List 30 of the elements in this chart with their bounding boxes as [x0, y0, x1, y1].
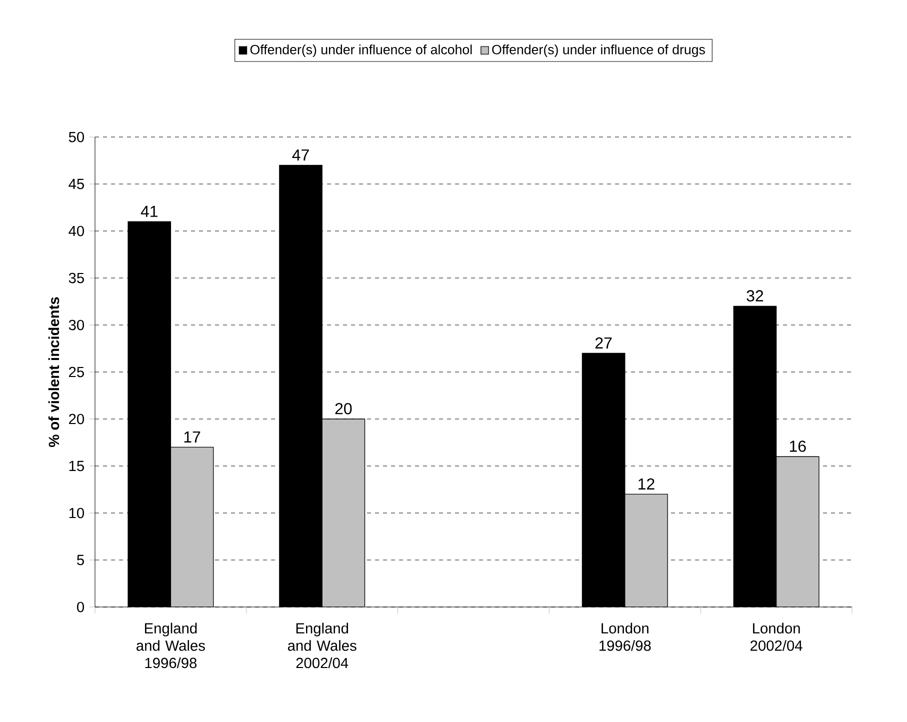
y-tick-label: 0 — [77, 602, 84, 612]
y-tick-label: 40 — [68, 226, 84, 236]
data-label: 41 — [140, 206, 158, 217]
data-label: 20 — [335, 402, 352, 414]
x-tick-label: England and Wales 2002/04 — [288, 622, 356, 668]
y-tick-label: 20 — [69, 414, 84, 424]
legend-label: Offender(s) under influence of drugs — [492, 44, 705, 57]
y-axis-title: % of violent incidents — [48, 297, 60, 448]
data-label: 32 — [746, 290, 764, 302]
y-tick-label: 35 — [68, 272, 84, 284]
data-label: 27 — [595, 337, 612, 348]
y-tick-label: 25 — [69, 366, 84, 378]
data-label: 47 — [292, 149, 309, 160]
x-tick-label: London 2002/04 — [750, 622, 802, 651]
y-tick-label: 5 — [77, 554, 84, 566]
y-tick-label: 50 — [68, 132, 84, 142]
bar — [624, 494, 668, 607]
bar — [322, 418, 366, 607]
y-tick-label: 45 — [68, 178, 84, 190]
y-tick-label: 10 — [69, 508, 84, 518]
y-tick-label: 30 — [68, 320, 84, 330]
y-tick-label: 15 — [69, 460, 84, 472]
bar — [776, 456, 820, 607]
data-label: 16 — [790, 440, 806, 452]
legend-label: Offender(s) under influence of alcohol — [250, 44, 472, 57]
data-label: 17 — [184, 431, 200, 442]
bar — [170, 446, 214, 607]
x-tick-label: London 1996/98 — [600, 622, 651, 651]
x-tick-label: England and Wales 1996/98 — [136, 622, 205, 668]
data-label: 12 — [638, 478, 654, 490]
